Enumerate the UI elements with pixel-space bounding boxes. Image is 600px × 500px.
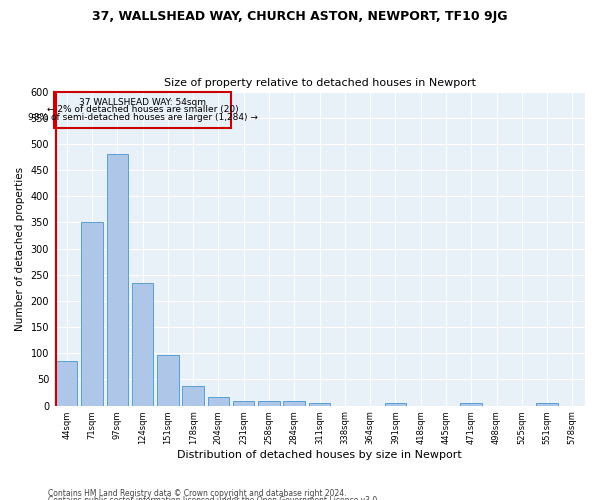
- Bar: [536, 403, 558, 406]
- Bar: [460, 403, 482, 406]
- Bar: [182, 386, 204, 406]
- Bar: [107, 154, 128, 406]
- Text: ← 2% of detached houses are smaller (20): ← 2% of detached houses are smaller (20): [47, 106, 238, 114]
- Text: Contains public sector information licensed under the Open Government Licence v3: Contains public sector information licen…: [48, 496, 380, 500]
- Text: 37 WALLSHEAD WAY: 54sqm: 37 WALLSHEAD WAY: 54sqm: [79, 98, 206, 107]
- Bar: [258, 401, 280, 406]
- Bar: [132, 282, 153, 406]
- Title: Size of property relative to detached houses in Newport: Size of property relative to detached ho…: [164, 78, 476, 88]
- Text: 37, WALLSHEAD WAY, CHURCH ASTON, NEWPORT, TF10 9JG: 37, WALLSHEAD WAY, CHURCH ASTON, NEWPORT…: [92, 10, 508, 23]
- X-axis label: Distribution of detached houses by size in Newport: Distribution of detached houses by size …: [177, 450, 462, 460]
- Bar: [56, 361, 77, 406]
- Y-axis label: Number of detached properties: Number of detached properties: [15, 166, 25, 330]
- Bar: [54, 92, 231, 128]
- Bar: [283, 401, 305, 406]
- Text: 98% of semi-detached houses are larger (1,284) →: 98% of semi-detached houses are larger (…: [28, 112, 257, 122]
- Bar: [208, 396, 229, 406]
- Text: Contains HM Land Registry data © Crown copyright and database right 2024.: Contains HM Land Registry data © Crown c…: [48, 488, 347, 498]
- Bar: [233, 401, 254, 406]
- Bar: [81, 222, 103, 406]
- Bar: [385, 403, 406, 406]
- Bar: [309, 403, 330, 406]
- Bar: [157, 355, 179, 406]
